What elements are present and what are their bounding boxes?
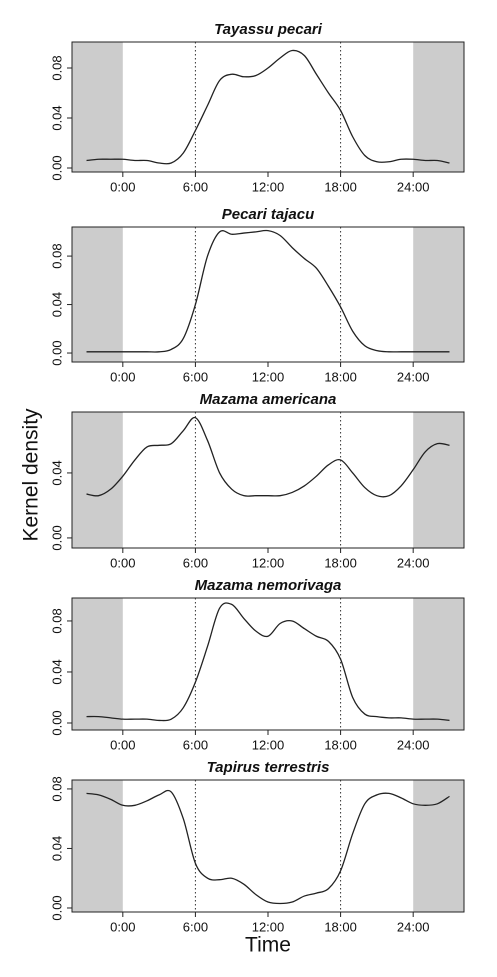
y-tick-label: 0.00 [49, 525, 64, 550]
panel-title: Tapirus terrestris [207, 759, 330, 776]
night-shading [72, 598, 123, 730]
x-tick-label: 18:00 [324, 369, 357, 384]
night-shading [72, 42, 123, 172]
density-curve [86, 789, 450, 905]
x-tick-label: 6:00 [183, 919, 208, 934]
x-tick-label: 6:00 [183, 555, 208, 570]
panel-title: Mazama americana [200, 391, 337, 408]
y-tick-label: 0.08 [49, 243, 64, 268]
x-tick-label: 12:00 [252, 369, 285, 384]
x-axis-title: Time [245, 934, 291, 957]
x-tick-label: 12:00 [252, 179, 285, 194]
x-tick-label: 0:00 [110, 919, 135, 934]
x-tick-label: 24:00 [397, 919, 430, 934]
x-tick-label: 6:00 [183, 737, 208, 752]
x-tick-label: 12:00 [252, 555, 285, 570]
density-curve [86, 602, 450, 722]
x-tick-label: 12:00 [252, 919, 285, 934]
y-tick-label: 0.04 [49, 836, 64, 861]
night-shading [413, 598, 464, 730]
panel-title: Tayassu pecari [214, 21, 323, 38]
y-tick-label: 0.08 [49, 55, 64, 80]
x-tick-label: 24:00 [397, 369, 430, 384]
night-shading [413, 780, 464, 912]
night-shading [72, 780, 123, 912]
y-tick-label: 0.00 [49, 155, 64, 180]
y-tick-label: 0.08 [49, 608, 64, 633]
y-tick-label: 0.00 [49, 710, 64, 735]
night-shading [72, 227, 123, 362]
y-axis-title: Kernel density [20, 408, 43, 542]
x-tick-label: 6:00 [183, 369, 208, 384]
x-tick-label: 0:00 [110, 369, 135, 384]
night-shading [413, 227, 464, 362]
x-tick-label: 18:00 [324, 179, 357, 194]
x-tick-label: 18:00 [324, 555, 357, 570]
x-tick-label: 0:00 [110, 555, 135, 570]
x-tick-label: 12:00 [252, 737, 285, 752]
y-tick-label: 0.00 [49, 340, 64, 365]
y-tick-label: 0.08 [49, 776, 64, 801]
x-tick-label: 18:00 [324, 919, 357, 934]
y-tick-label: 0.00 [49, 895, 64, 920]
plot-frame [71, 597, 465, 731]
density-curve [86, 49, 450, 165]
y-tick-label: 0.04 [49, 105, 64, 130]
density-curve [86, 229, 450, 353]
night-shading [413, 42, 464, 172]
x-tick-label: 0:00 [110, 179, 135, 194]
panel-title: Mazama nemorivaga [195, 577, 342, 594]
x-tick-label: 24:00 [397, 737, 430, 752]
x-tick-label: 24:00 [397, 555, 430, 570]
y-tick-label: 0.04 [49, 659, 64, 684]
plot-frame [71, 41, 465, 173]
night-shading [413, 412, 464, 548]
panel-title: Pecari tajacu [222, 206, 315, 223]
x-tick-label: 0:00 [110, 737, 135, 752]
x-tick-label: 24:00 [397, 179, 430, 194]
y-tick-label: 0.04 [49, 292, 64, 317]
y-tick-label: 0.04 [49, 460, 64, 485]
x-tick-label: 6:00 [183, 179, 208, 194]
density-curve [86, 416, 450, 498]
plot-frame [71, 226, 465, 363]
night-shading [72, 412, 123, 548]
x-tick-label: 18:00 [324, 737, 357, 752]
